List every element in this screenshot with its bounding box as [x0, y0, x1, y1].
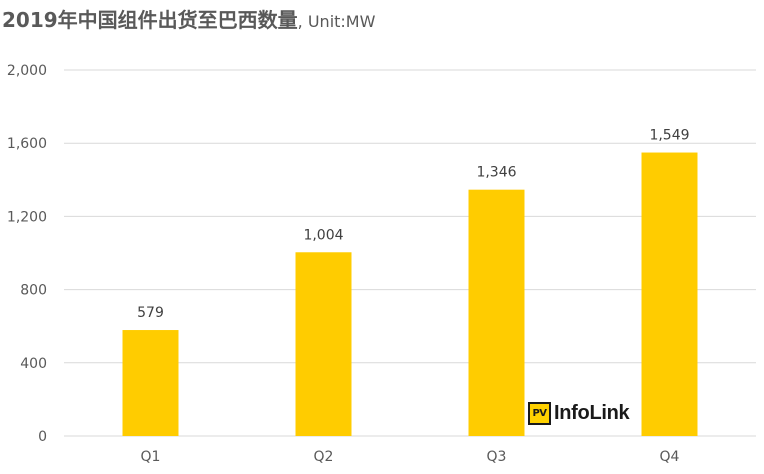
chart-title-unit: , Unit:MW: [297, 12, 376, 31]
gridlines: [64, 69, 756, 437]
y-tick-label: 400: [20, 356, 47, 372]
y-axis-tick-labels: 0 400 800 1,200 1,600 2,000: [7, 63, 47, 445]
chart-title: 2019年中国组件出货至巴西数量, Unit:MW: [2, 4, 375, 33]
data-label: 579: [137, 305, 164, 321]
bar-q3: [468, 189, 525, 436]
x-tick-label: Q4: [660, 449, 680, 465]
pv-badge-icon: PV: [528, 402, 551, 425]
x-tick-label: Q1: [141, 449, 161, 465]
y-tick-label: 800: [20, 283, 47, 299]
x-tick-label: Q2: [314, 449, 334, 465]
bar-q2: [295, 252, 352, 436]
logo-text: InfoLink: [554, 402, 630, 424]
chart-title-main: 2019年中国组件出货至巴西数量: [2, 8, 298, 32]
x-axis-tick-labels: Q1 Q2 Q3 Q4: [141, 449, 680, 465]
data-label: 1,004: [303, 227, 343, 243]
x-tick-label: Q3: [487, 449, 507, 465]
bar-q4: [641, 152, 698, 436]
bar-q1: [122, 330, 179, 436]
data-label: 1,549: [649, 128, 689, 144]
y-tick-label: 0: [38, 429, 47, 445]
bars: [122, 152, 698, 436]
infolink-logo: PV InfoLink: [528, 402, 630, 425]
data-label: 1,346: [476, 165, 516, 181]
y-tick-label: 1,200: [7, 209, 47, 225]
y-tick-label: 2,000: [7, 63, 47, 79]
data-labels: 579 1,004 1,346 1,549: [137, 128, 689, 322]
y-tick-label: 1,600: [7, 136, 47, 152]
